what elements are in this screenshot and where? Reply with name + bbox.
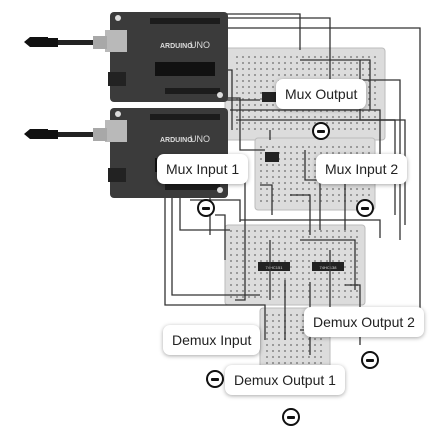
arduino-board-1: ARDUINO UNO (105, 12, 228, 102)
arduino-board-2: ARDUINO UNO (105, 108, 228, 198)
label-demux-output-1: Demux Output 1 (225, 365, 345, 395)
board-brand: ARDUINO (160, 43, 193, 50)
chip-bottom-right: 74HC138 (312, 262, 344, 271)
chip-label: 74HC151 (266, 265, 284, 270)
label-mux-input-2: Mux Input 2 (316, 154, 408, 184)
probe-icon[interactable] (312, 122, 330, 140)
label-demux-input: Demux Input (163, 325, 261, 355)
probe-icon[interactable] (356, 199, 374, 217)
board-model: UNO (190, 134, 210, 144)
usb-cable-icon (18, 36, 107, 49)
probe-icon[interactable] (197, 199, 215, 217)
chip-bottom-left: 74HC151 (258, 262, 290, 271)
label-demux-output-2: Demux Output 2 (304, 307, 424, 337)
label-mux-input-1: Mux Input 1 (157, 154, 249, 184)
probe-icon[interactable] (361, 351, 379, 369)
label-mux-output: Mux Output (276, 79, 367, 109)
chip-middle (265, 152, 279, 162)
probe-icon[interactable] (206, 370, 224, 388)
usb-cable-icon (18, 128, 107, 141)
chip-top (262, 92, 276, 102)
probe-icon[interactable] (282, 408, 300, 426)
chip-label: 74HC138 (320, 265, 338, 270)
board-brand: ARDUINO (160, 137, 193, 144)
board-model: UNO (190, 40, 210, 50)
